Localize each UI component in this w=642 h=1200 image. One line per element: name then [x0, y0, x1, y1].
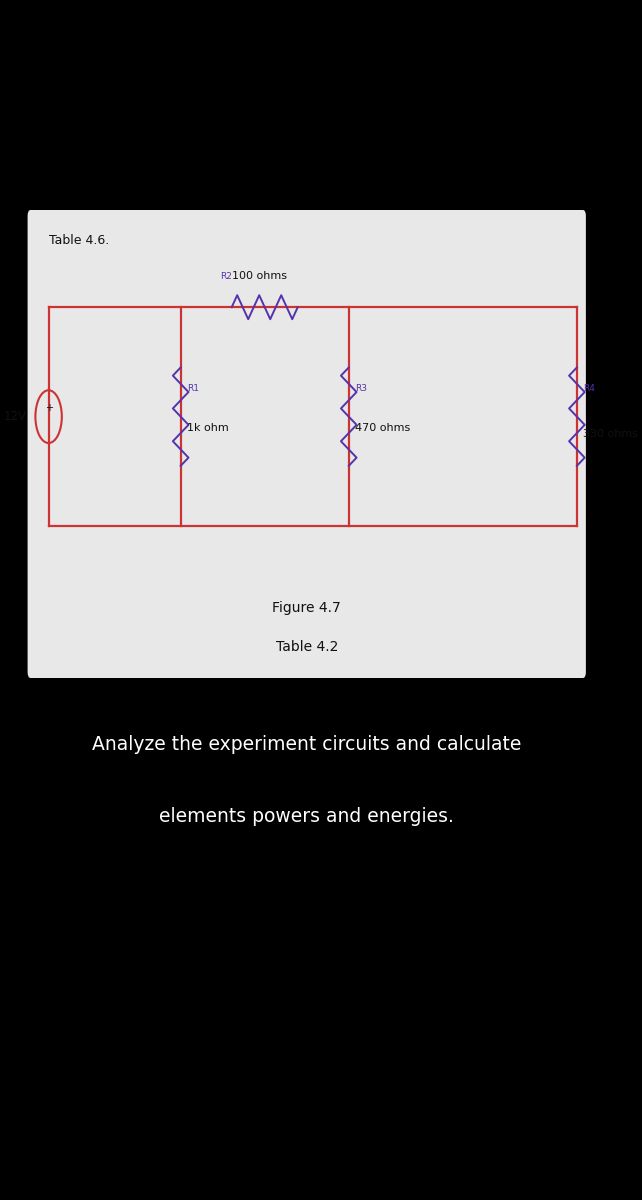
Text: R3: R3: [355, 384, 367, 392]
Text: R4: R4: [583, 384, 594, 392]
FancyBboxPatch shape: [28, 210, 586, 678]
Text: 330 ohms: 330 ohms: [583, 428, 638, 439]
Text: Analyze the experiment circuits and calculate: Analyze the experiment circuits and calc…: [92, 734, 521, 754]
Text: Table 4.6.: Table 4.6.: [49, 234, 109, 247]
Text: 470 ohms: 470 ohms: [355, 422, 410, 433]
Text: R2: R2: [220, 271, 232, 281]
Text: 1k ohm: 1k ohm: [187, 422, 229, 433]
Text: elements powers and energies.: elements powers and energies.: [159, 806, 454, 826]
Text: Table 4.2: Table 4.2: [275, 640, 338, 654]
Text: R1: R1: [187, 384, 198, 392]
Text: Figure 4.7: Figure 4.7: [272, 601, 341, 616]
Text: +: +: [44, 403, 53, 413]
Text: 12V: 12V: [3, 410, 26, 424]
Text: 100 ohms: 100 ohms: [232, 271, 287, 281]
